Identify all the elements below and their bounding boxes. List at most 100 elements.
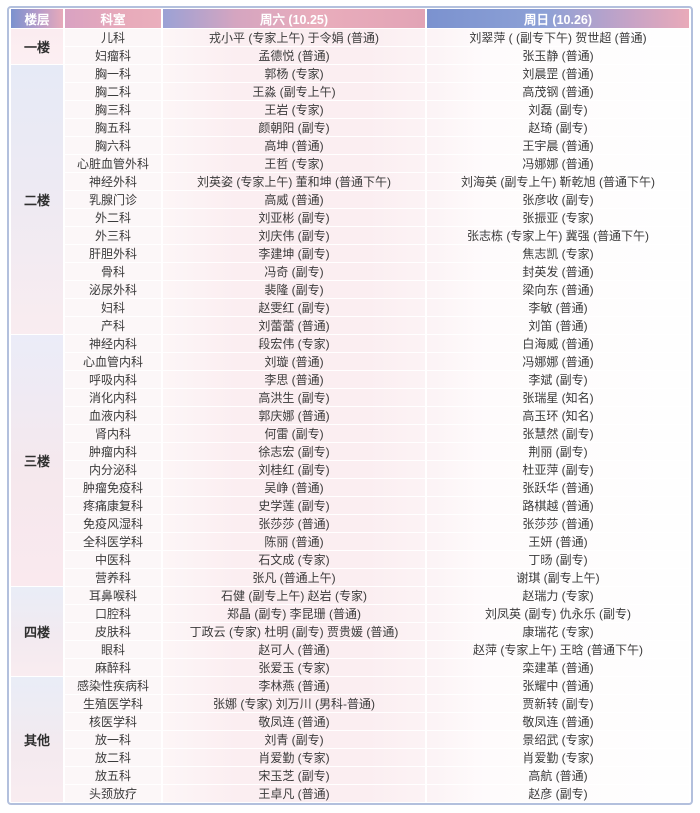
sunday-cell: 张跃华 (普通) xyxy=(427,479,689,496)
saturday-cell: 王岩 (专家) xyxy=(163,101,425,118)
sunday-cell: 李敏 (普通) xyxy=(427,299,689,316)
saturday-cell: 颜朝阳 (副专) xyxy=(163,119,425,136)
dept-cell: 皮肤科 xyxy=(65,623,161,640)
sunday-cell: 白海威 (普通) xyxy=(427,335,689,352)
header-sunday: 周日 (10.26) xyxy=(427,9,689,28)
schedule-row: 胸六科 高坤 (普通) 王宇晨 (普通) xyxy=(11,137,689,154)
dept-cell: 营养科 xyxy=(65,569,161,586)
schedule-row: 肾内科 何雷 (副专) 张慧然 (副专) xyxy=(11,425,689,442)
sunday-cell: 谢琪 (副专上午) xyxy=(427,569,689,586)
schedule-row: 胸二科 王淼 (副专上午) 高茂钢 (普通) xyxy=(11,83,689,100)
saturday-cell: 高洪生 (副专) xyxy=(163,389,425,406)
dept-cell: 心脏血管外科 xyxy=(65,155,161,172)
sunday-cell: 赵琦 (副专) xyxy=(427,119,689,136)
sunday-cell: 王宇晨 (普通) xyxy=(427,137,689,154)
dept-cell: 中医科 xyxy=(65,551,161,568)
schedule-row: 中医科 石文成 (专家) 丁旸 (副专) xyxy=(11,551,689,568)
sunday-cell: 焦志凯 (专家) xyxy=(427,245,689,262)
schedule-body: 一楼 儿科 戎小平 (专家上午) 于令娟 (普通) 刘翠萍 ( (副专下午) 贺世超 … xyxy=(11,29,689,802)
saturday-cell: 高坤 (普通) xyxy=(163,137,425,154)
saturday-cell: 宋玉芝 (副专) xyxy=(163,767,425,784)
sunday-cell: 刘凤英 (副专) 仇永乐 (副专) xyxy=(427,605,689,622)
schedule-row: 疼痛康复科 史学莲 (副专) 路棋越 (普通) xyxy=(11,497,689,514)
sunday-cell: 荆丽 (副专) xyxy=(427,443,689,460)
sunday-cell: 栾建革 (普通) xyxy=(427,659,689,676)
schedule-row: 放一科 刘青 (副专) 景绍武 (专家) xyxy=(11,731,689,748)
schedule-row: 心脏血管外科 王哲 (专家) 冯娜娜 (普通) xyxy=(11,155,689,172)
schedule-row: 骨科 冯奇 (副专) 封英发 (普通) xyxy=(11,263,689,280)
dept-cell: 肿瘤免疫科 xyxy=(65,479,161,496)
saturday-cell: 刘庆伟 (副专) xyxy=(163,227,425,244)
header-floor: 楼层 xyxy=(11,9,63,28)
schedule-row: 乳腺门诊 高威 (普通) 张彦收 (副专) xyxy=(11,191,689,208)
dept-cell: 耳鼻喉科 xyxy=(65,587,161,604)
dept-cell: 胸三科 xyxy=(65,101,161,118)
saturday-cell: 石健 (副专上午) 赵岩 (专家) xyxy=(163,587,425,604)
schedule-row: 头颈放疗 王卓凡 (普通) 赵彦 (副专) xyxy=(11,785,689,802)
sunday-cell: 肖爱勤 (专家) xyxy=(427,749,689,766)
dept-cell: 儿科 xyxy=(65,29,161,46)
schedule-row: 外二科 刘亚彬 (副专) 张振亚 (专家) xyxy=(11,209,689,226)
saturday-cell: 刘亚彬 (副专) xyxy=(163,209,425,226)
schedule-row: 放五科 宋玉芝 (副专) 高航 (普通) xyxy=(11,767,689,784)
floor-cell: 三楼 xyxy=(11,335,63,586)
saturday-cell: 丁政云 (专家) 杜明 (副专) 贾贵媛 (普通) xyxy=(163,623,425,640)
saturday-cell: 刘青 (副专) xyxy=(163,731,425,748)
saturday-cell: 张爱玉 (专家) xyxy=(163,659,425,676)
schedule-row: 外三科 刘庆伟 (副专) 张志栋 (专家上午) 冀强 (普通下午) xyxy=(11,227,689,244)
schedule-row: 肿瘤内科 徐志宏 (副专) 荆丽 (副专) xyxy=(11,443,689,460)
dept-cell: 胸二科 xyxy=(65,83,161,100)
dept-cell: 胸五科 xyxy=(65,119,161,136)
schedule-row: 胸三科 王岩 (专家) 刘磊 (副专) xyxy=(11,101,689,118)
schedule-row: 四楼 耳鼻喉科 石健 (副专上午) 赵岩 (专家) 赵瑞力 (专家) xyxy=(11,587,689,676)
saturday-cell: 刘桂红 (副专) xyxy=(163,461,425,478)
schedule-row: 胸五科 颜朝阳 (副专) 赵琦 (副专) xyxy=(11,119,689,136)
saturday-cell: 冯奇 (副专) xyxy=(163,263,425,280)
dept-cell: 放二科 xyxy=(65,749,161,766)
saturday-cell: 敬凤连 (普通) xyxy=(163,713,425,730)
schedule-row: 其他 感染性疾病科 李林燕 (普通) 张耀中 (普通) xyxy=(11,677,689,802)
schedule-row: 核医学科 敬凤连 (普通) 敬凤连 (普通) xyxy=(11,713,689,730)
dept-cell: 外二科 xyxy=(65,209,161,226)
dept-cell: 心血管内科 xyxy=(65,353,161,370)
sunday-cell: 张彦收 (副专) xyxy=(427,191,689,208)
schedule-row: 放二科 肖爱勤 (专家) 肖爱勤 (专家) xyxy=(11,749,689,766)
saturday-cell: 李林燕 (普通) xyxy=(163,677,425,694)
header-dept: 科室 xyxy=(65,9,161,28)
dept-cell: 头颈放疗 xyxy=(65,785,161,802)
dept-cell: 消化内科 xyxy=(65,389,161,406)
sunday-cell: 冯娜娜 (普通) xyxy=(427,353,689,370)
schedule-row: 肿瘤免疫科 吴峥 (普通) 张跃华 (普通) xyxy=(11,479,689,496)
dept-cell: 核医学科 xyxy=(65,713,161,730)
dept-cell: 神经外科 xyxy=(65,173,161,190)
dept-cell: 全科医学科 xyxy=(65,533,161,550)
schedule-row: 妇科 赵雯红 (副专) 李敏 (普通) xyxy=(11,299,689,316)
dept-cell: 泌尿外科 xyxy=(65,281,161,298)
saturday-cell: 李建坤 (副专) xyxy=(163,245,425,262)
saturday-cell: 赵可人 (普通) xyxy=(163,641,425,658)
schedule-row: 内分泌科 刘桂红 (副专) 杜亚萍 (副专) xyxy=(11,461,689,478)
dept-cell: 内分泌科 xyxy=(65,461,161,478)
schedule-row: 肝胆外科 李建坤 (副专) 焦志凯 (专家) xyxy=(11,245,689,262)
schedule-row: 口腔科 郑晶 (副专) 李昆珊 (普通) 刘凤英 (副专) 仇永乐 (副专) xyxy=(11,605,689,622)
schedule-row: 妇瘤科 孟德悦 (普通) 张玉静 (普通) xyxy=(11,47,689,64)
dept-cell: 肝胆外科 xyxy=(65,245,161,262)
dept-cell: 胸六科 xyxy=(65,137,161,154)
dept-cell: 生殖医学科 xyxy=(65,695,161,712)
sunday-cell: 丁旸 (副专) xyxy=(427,551,689,568)
sunday-cell: 高航 (普通) xyxy=(427,767,689,784)
saturday-cell: 张凡 (普通上午) xyxy=(163,569,425,586)
dept-cell: 产科 xyxy=(65,317,161,334)
saturday-cell: 刘璇 (普通) xyxy=(163,353,425,370)
dept-cell: 肾内科 xyxy=(65,425,161,442)
sunday-cell: 赵瑞力 (专家) xyxy=(427,587,689,604)
sunday-cell: 张耀中 (普通) xyxy=(427,677,689,694)
sunday-cell: 刘翠萍 ( (副专下午) 贺世超 (普通) xyxy=(427,29,689,46)
saturday-cell: 郭杨 (专家) xyxy=(163,65,425,82)
floor-cell: 一楼 xyxy=(11,29,63,64)
schedule-row: 泌尿外科 裴隆 (副专) 梁向东 (普通) xyxy=(11,281,689,298)
schedule-row: 全科医学科 陈丽 (普通) 王妍 (普通) xyxy=(11,533,689,550)
saturday-cell: 裴隆 (副专) xyxy=(163,281,425,298)
schedule-table: 楼层 科室 周六 (10.25) 周日 (10.26) 一楼 儿科 戎小平 (专家上… xyxy=(9,8,691,803)
dept-cell: 麻醉科 xyxy=(65,659,161,676)
